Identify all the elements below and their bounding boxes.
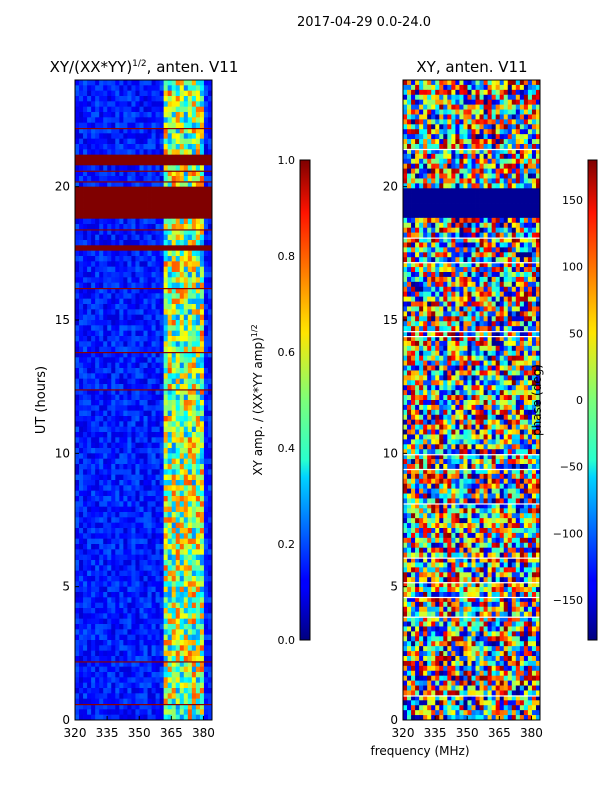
phase-y-axis: 0 5 10 15 20 <box>383 180 407 727</box>
amp-x-axis: 320 335 350 365 380 <box>64 716 215 740</box>
phase-colorbar-tick-label: −50 <box>560 461 583 474</box>
phase-colorbar-gradient <box>587 159 598 641</box>
amp-y-tick-label: 5 <box>62 580 70 594</box>
amp-x-tick-label: 350 <box>128 726 151 740</box>
amp-panel: XY/(XX*YY)1/2, anten. V11 320 335 350 365 38… <box>34 58 238 740</box>
amp-x-tick-label: 335 <box>96 726 119 740</box>
phase-y-tick-label: 10 <box>383 446 398 460</box>
amp-y-axis: 0 5 10 15 20 <box>55 180 79 727</box>
phase-colorbar-ticks: −150 −100 −50 0 50 100 150 <box>553 194 583 607</box>
phase-colorbar: −150 −100 −50 0 50 100 150 phase (deg) <box>530 159 598 641</box>
phase-panel-title: XY, anten. V11 <box>416 58 527 76</box>
amp-y-axis-label: UT (hours) <box>34 366 49 434</box>
amp-y-tick-label: 20 <box>55 180 70 194</box>
frequency-axis-label: frequency (MHz) <box>370 744 469 758</box>
amp-x-tick-label: 320 <box>64 726 87 740</box>
phase-colorbar-tick-label: 50 <box>569 327 583 340</box>
phase-plot-frame <box>402 79 541 721</box>
phase-colorbar-tick-label: −100 <box>553 527 583 540</box>
phase-x-tick-label: 380 <box>520 726 543 740</box>
amp-colorbar-tick-label: 0.8 <box>278 250 296 263</box>
phase-colorbar-tick-label: 150 <box>562 194 583 207</box>
phase-heatmap <box>403 80 541 721</box>
phase-y-tick-label: 20 <box>383 180 398 194</box>
amp-colorbar-tick-label: 0.4 <box>278 442 296 455</box>
amp-colorbar-tick-label: 0.0 <box>278 634 296 647</box>
amp-y-tick-label: 0 <box>62 713 70 727</box>
phase-colorbar-label: phase (deg) <box>530 364 544 436</box>
amp-colorbar: 0.0 0.2 0.4 0.6 0.8 1.0 XY amp. / (XX*YY amp)… <box>250 154 311 647</box>
phase-colorbar-tick-label: 0 <box>576 394 583 407</box>
amp-colorbar-tick-label: 0.2 <box>278 538 296 551</box>
amp-colorbar-gradient <box>299 159 311 641</box>
amp-colorbar-ticks: 0.0 0.2 0.4 0.6 0.8 1.0 <box>278 154 296 647</box>
phase-x-tick-label: 365 <box>488 726 511 740</box>
amp-x-tick-label: 365 <box>160 726 183 740</box>
phase-x-tick-label: 350 <box>456 726 479 740</box>
phase-y-tick-label: 0 <box>390 713 398 727</box>
phase-panel: XY, anten. V11 320 335 350 365 380 0 5 10 15 20 <box>383 58 543 740</box>
amp-colorbar-label: XY amp. / (XX*YY amp)1/2 <box>250 324 265 475</box>
phase-colorbar-tick-label: 100 <box>562 261 583 274</box>
figure-title: 2017-04-29 0.0-24.0 <box>297 15 431 30</box>
phase-x-tick-label: 320 <box>392 726 415 740</box>
amp-plot-frame <box>74 79 213 721</box>
amp-y-tick-label: 15 <box>55 313 70 327</box>
phase-colorbar-tick-label: −150 <box>553 594 583 607</box>
amp-y-tick-label: 10 <box>55 446 70 460</box>
amp-heatmap <box>75 80 213 721</box>
phase-x-tick-label: 335 <box>424 726 447 740</box>
amp-panel-title: XY/(XX*YY)1/2, anten. V11 <box>50 58 239 76</box>
amp-colorbar-tick-label: 0.6 <box>278 346 296 359</box>
phase-y-tick-label: 5 <box>390 580 398 594</box>
phase-x-axis: 320 335 350 365 380 <box>392 716 543 740</box>
amp-x-tick-label: 380 <box>192 726 215 740</box>
amp-colorbar-tick-label: 1.0 <box>278 154 296 167</box>
phase-y-tick-label: 15 <box>383 313 398 327</box>
